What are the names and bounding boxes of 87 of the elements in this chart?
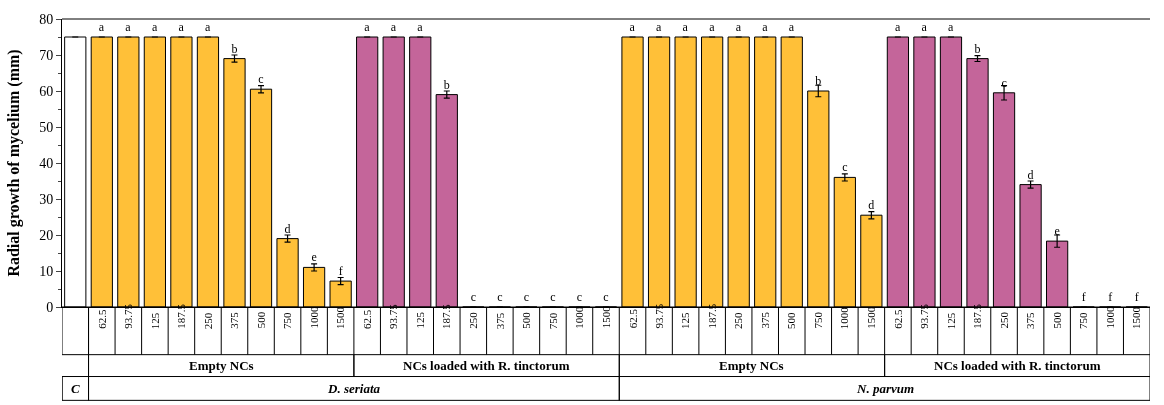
data-label: a — [788, 20, 795, 34]
x-tick-label: 187.5 — [175, 303, 188, 329]
x-tick-label: 125 — [679, 311, 692, 329]
data-label: a — [921, 20, 928, 34]
data-label: f — [1081, 290, 1086, 304]
text: D. seriata — [327, 381, 381, 396]
data-label: a — [894, 20, 901, 34]
x-tick-label: 1000 — [838, 306, 851, 330]
text: Empty NCs — [189, 358, 254, 373]
x-tick-label: 187.5 — [705, 303, 718, 329]
x-tick-label: 1500 — [334, 306, 347, 329]
data-label: b — [815, 74, 822, 88]
data-label: c — [470, 290, 476, 304]
x-tick-label: 250 — [466, 311, 479, 329]
x-tick-label: 750 — [1077, 311, 1090, 329]
data-label: d — [1027, 167, 1034, 182]
data-label: a — [762, 20, 769, 34]
y-tick-label: 30 — [39, 191, 54, 207]
data-label: a — [151, 20, 158, 34]
data-label: c — [523, 290, 530, 304]
text: N. parvum — [856, 381, 915, 396]
text: NCs loaded with R. tinctorum — [934, 358, 1101, 373]
data-label: a — [417, 20, 424, 34]
y-axis-title: Radial growth of mycelium (mm) — [5, 49, 24, 277]
y-tick-label: 70 — [39, 47, 54, 63]
data-label: b — [443, 77, 450, 92]
data-label: a — [178, 20, 185, 34]
x-tick-label: 500 — [785, 312, 798, 330]
data-label: f — [1108, 290, 1113, 304]
data-label: a — [682, 20, 689, 34]
y-tick-label: 60 — [39, 83, 54, 99]
x-tick-label: 125 — [413, 311, 426, 329]
data-label: e — [311, 250, 317, 265]
data-label: c — [842, 160, 848, 175]
data-label: a — [364, 20, 371, 34]
data-label: c — [497, 290, 503, 304]
data-label: a — [947, 20, 954, 34]
data-label: c — [550, 290, 556, 304]
text: C — [71, 381, 80, 396]
text: NCs loaded with R. tinctorum — [403, 358, 570, 373]
x-tick-label: 62.5 — [892, 308, 905, 329]
x-tick-label: 750 — [546, 312, 559, 330]
x-tick-label: 375 — [228, 311, 241, 329]
y-tick-label: 10 — [39, 263, 54, 279]
x-tick-label: 187.5 — [440, 303, 453, 330]
data-label: e — [1054, 224, 1060, 239]
data-label: d — [284, 221, 291, 236]
x-tick-label: 750 — [281, 311, 294, 329]
data-label: c — [603, 290, 609, 304]
y-tick-label: 0 — [46, 299, 54, 315]
x-tick-label: 500 — [520, 311, 533, 329]
x-tick-label: 125 — [944, 312, 957, 330]
data-label: a — [98, 20, 105, 34]
data-label: a — [709, 20, 716, 34]
x-tick-label: 375 — [493, 312, 506, 330]
x-tick-label: 500 — [254, 311, 267, 329]
data-label: a — [629, 20, 636, 34]
x-tick-label: 1500 — [1130, 306, 1143, 330]
data-label: a — [735, 20, 742, 34]
text: Empty NCs — [719, 358, 784, 373]
x-tick-label: 250 — [732, 312, 745, 330]
data-label: f — [338, 264, 343, 279]
x-tick-label: 125 — [148, 312, 161, 330]
x-tick-label: 500 — [1050, 311, 1063, 329]
y-tick-label: 20 — [39, 227, 54, 243]
x-tick-label: 62.5 — [95, 308, 108, 329]
y-tick-label: 40 — [39, 155, 54, 171]
y-tick-label: 80 — [39, 11, 54, 27]
data-label: d — [868, 198, 875, 213]
x-tick-label: 62.5 — [626, 308, 639, 329]
data-label: c — [576, 290, 583, 304]
x-tick-label: 375 — [1024, 311, 1037, 329]
x-tick-label: 375 — [758, 311, 771, 329]
y-tick-label: 50 — [39, 119, 54, 135]
data-label: a — [204, 20, 211, 34]
data-label: b — [231, 41, 238, 56]
data-label: a — [390, 20, 397, 34]
data-label: a — [125, 20, 132, 34]
data-label: f — [1134, 290, 1139, 304]
x-tick-label: 187.5 — [971, 303, 984, 329]
x-tick-label: 250 — [997, 311, 1010, 329]
data-label: b — [974, 41, 981, 56]
data-label: a — [656, 20, 663, 34]
x-tick-label: 62.5 — [361, 309, 374, 329]
data-label: c — [258, 72, 264, 87]
x-tick-label: 250 — [201, 312, 214, 330]
x-tick-label: 750 — [811, 311, 824, 329]
